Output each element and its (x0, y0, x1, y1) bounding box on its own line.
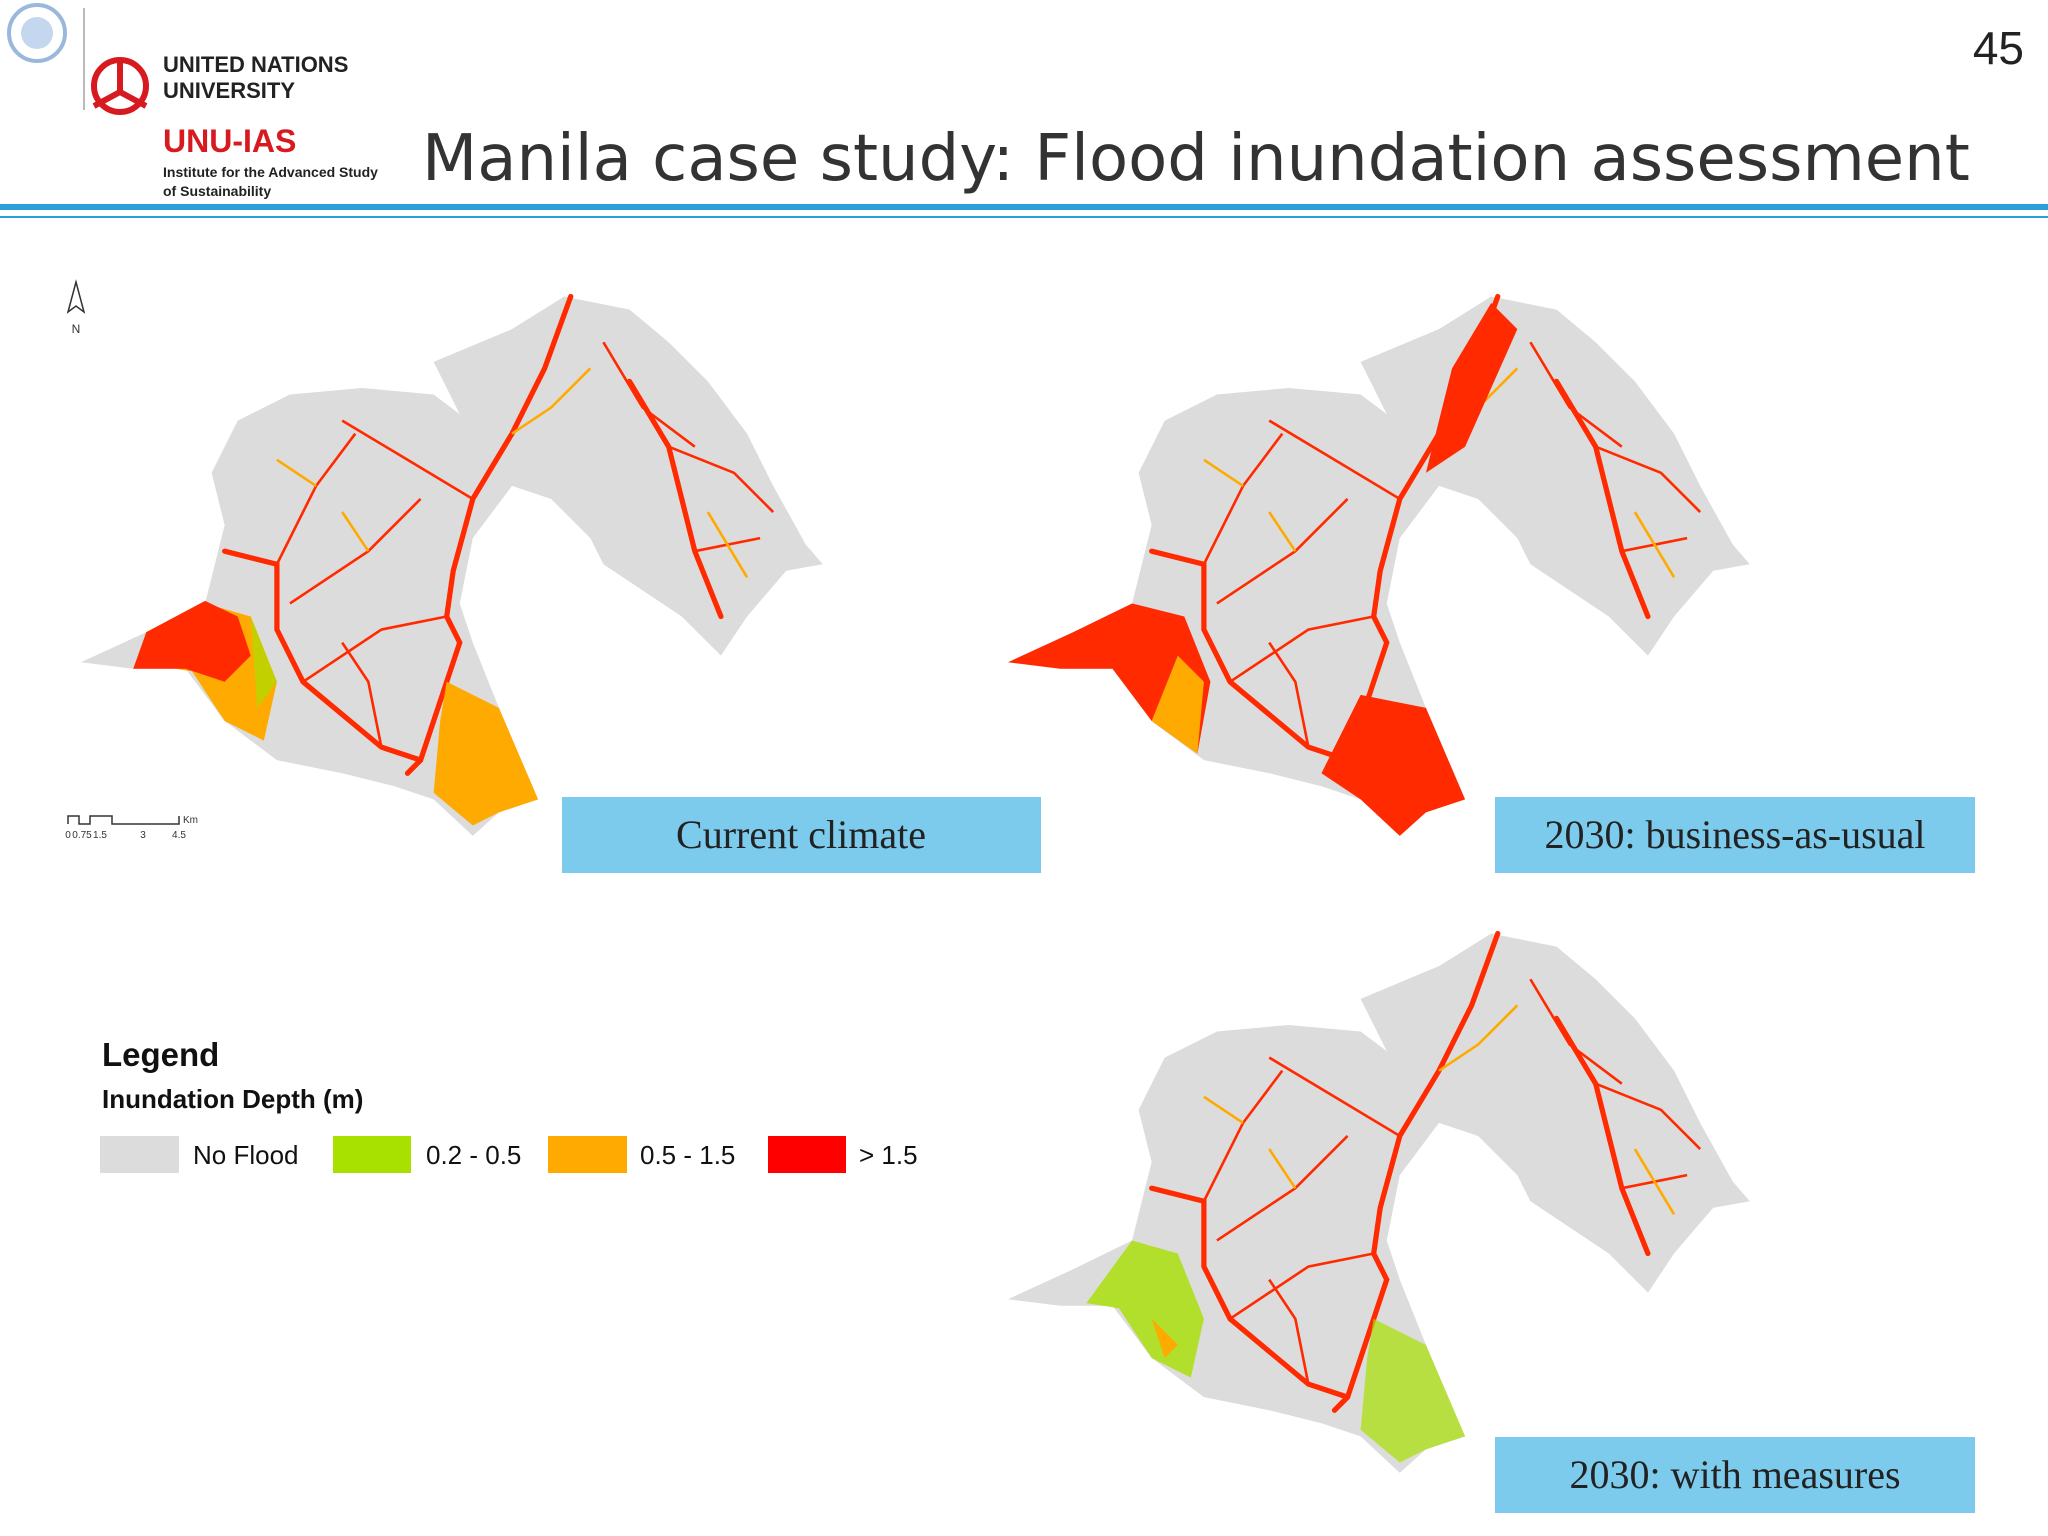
map-caption: Current climate (676, 812, 926, 857)
logo-subtitle: Institute for the Advanced Study (163, 164, 378, 180)
legend: Legend Inundation Depth (m) No Flood 0.2… (100, 1036, 918, 1173)
map-caption: 2030: business-as-usual (1544, 812, 1925, 857)
caption-box (1495, 1437, 1975, 1513)
slide-title: Manila case study: Flood inundation asse… (422, 122, 1970, 196)
caption-box (562, 797, 1041, 873)
north-arrow: N (66, 279, 86, 336)
map-bau (1008, 297, 1750, 836)
legend-label: > 1.5 (859, 1140, 918, 1170)
un-emblem (7, 3, 67, 63)
north-label: N (72, 322, 81, 336)
map-measures (1008, 934, 1750, 1473)
scale-label: 0.75 (72, 830, 92, 841)
logo-line2: UNIVERSITY (163, 78, 295, 103)
page-number: 45 (1973, 22, 2024, 74)
map-caption: 2030: with measures (1569, 1452, 1900, 1497)
caption-box (1495, 797, 1975, 873)
legend-label: 0.5 - 1.5 (640, 1140, 735, 1170)
scale-label: 3 (140, 830, 146, 841)
logo-subtitle: of Sustainability (163, 183, 271, 199)
legend-swatch (548, 1136, 627, 1173)
divider (0, 216, 2048, 218)
legend-subtitle: Inundation Depth (m) (102, 1084, 363, 1114)
scale-label: 1.5 (93, 830, 107, 841)
logo-line1: UNITED NATIONS (163, 52, 348, 77)
scale-bar: 0 0.75 1.5 3 4.5 Km (65, 815, 198, 841)
scale-label: 4.5 (172, 830, 186, 841)
unu-logo (91, 57, 149, 115)
scale-label: 0 (65, 830, 71, 841)
legend-swatch (100, 1136, 179, 1173)
legend-title: Legend (102, 1036, 219, 1073)
logo-acronym: UNU-IAS (163, 123, 296, 159)
legend-swatch (768, 1136, 846, 1173)
legend-label: 0.2 - 0.5 (426, 1140, 521, 1170)
divider (0, 204, 2048, 210)
map-current (81, 297, 823, 836)
scale-unit: Km (183, 815, 198, 826)
legend-swatch (333, 1136, 411, 1173)
legend-label: No Flood (193, 1140, 299, 1170)
